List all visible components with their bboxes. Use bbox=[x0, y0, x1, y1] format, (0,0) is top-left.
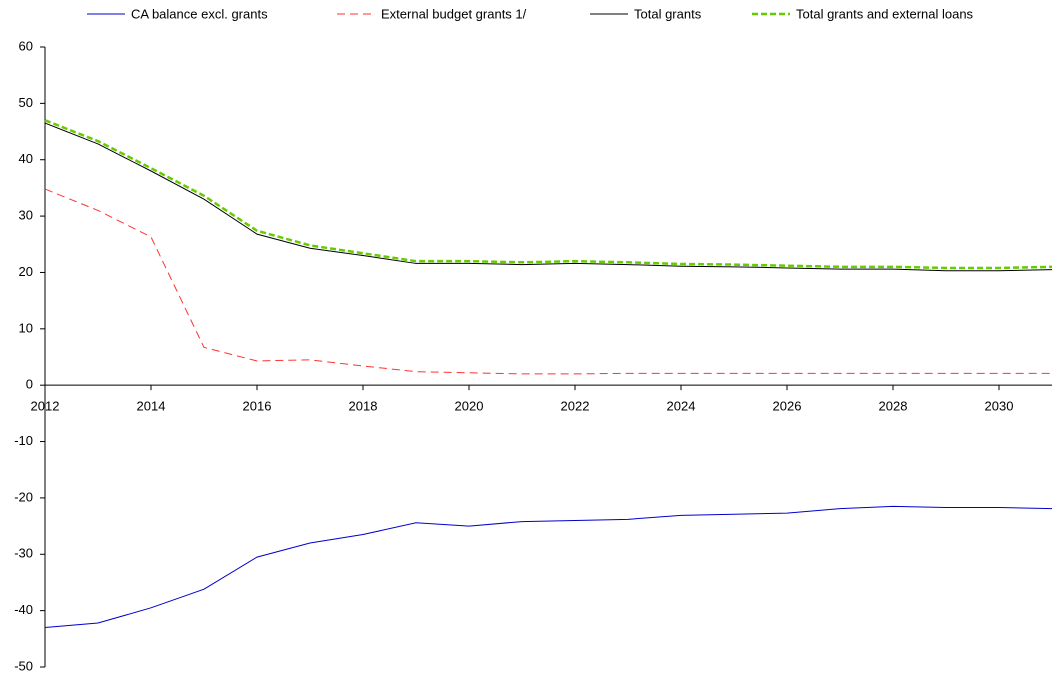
x-tick-label: 2030 bbox=[985, 399, 1014, 414]
y-tick-label: 0 bbox=[26, 377, 33, 392]
y-tick-label: 50 bbox=[19, 95, 33, 110]
y-tick-label: 40 bbox=[19, 151, 33, 166]
legend-label: Total grants and external loans bbox=[796, 6, 974, 21]
legend-label: External budget grants 1/ bbox=[381, 6, 527, 21]
x-tick-label: 2020 bbox=[455, 399, 484, 414]
y-tick-label: -40 bbox=[14, 602, 33, 617]
y-tick-label: 10 bbox=[19, 320, 33, 335]
series-line bbox=[44, 505, 1053, 629]
series-line bbox=[44, 188, 1052, 375]
x-tick-label: 2018 bbox=[349, 399, 378, 414]
y-tick-label: 30 bbox=[19, 208, 33, 223]
y-tick-label: -50 bbox=[14, 658, 33, 673]
series-line bbox=[44, 122, 1053, 272]
y-tick-label: 20 bbox=[19, 264, 33, 279]
y-tick-label: 60 bbox=[19, 38, 33, 53]
x-tick-label: 2012 bbox=[31, 399, 60, 414]
legend-label: CA balance excl. grants bbox=[131, 6, 268, 21]
x-tick-label: 2014 bbox=[137, 399, 166, 414]
y-tick-label: -10 bbox=[14, 433, 33, 448]
x-tick-label: 2024 bbox=[667, 399, 696, 414]
y-tick-label: -20 bbox=[14, 489, 33, 504]
y-tick-label: -30 bbox=[14, 546, 33, 561]
x-tick-label: 2028 bbox=[879, 399, 908, 414]
x-tick-label: 2026 bbox=[773, 399, 802, 414]
x-tick-label: 2016 bbox=[243, 399, 272, 414]
series-line bbox=[44, 119, 1053, 270]
x-tick-label: 2022 bbox=[561, 399, 590, 414]
legend-label: Total grants bbox=[634, 6, 702, 21]
